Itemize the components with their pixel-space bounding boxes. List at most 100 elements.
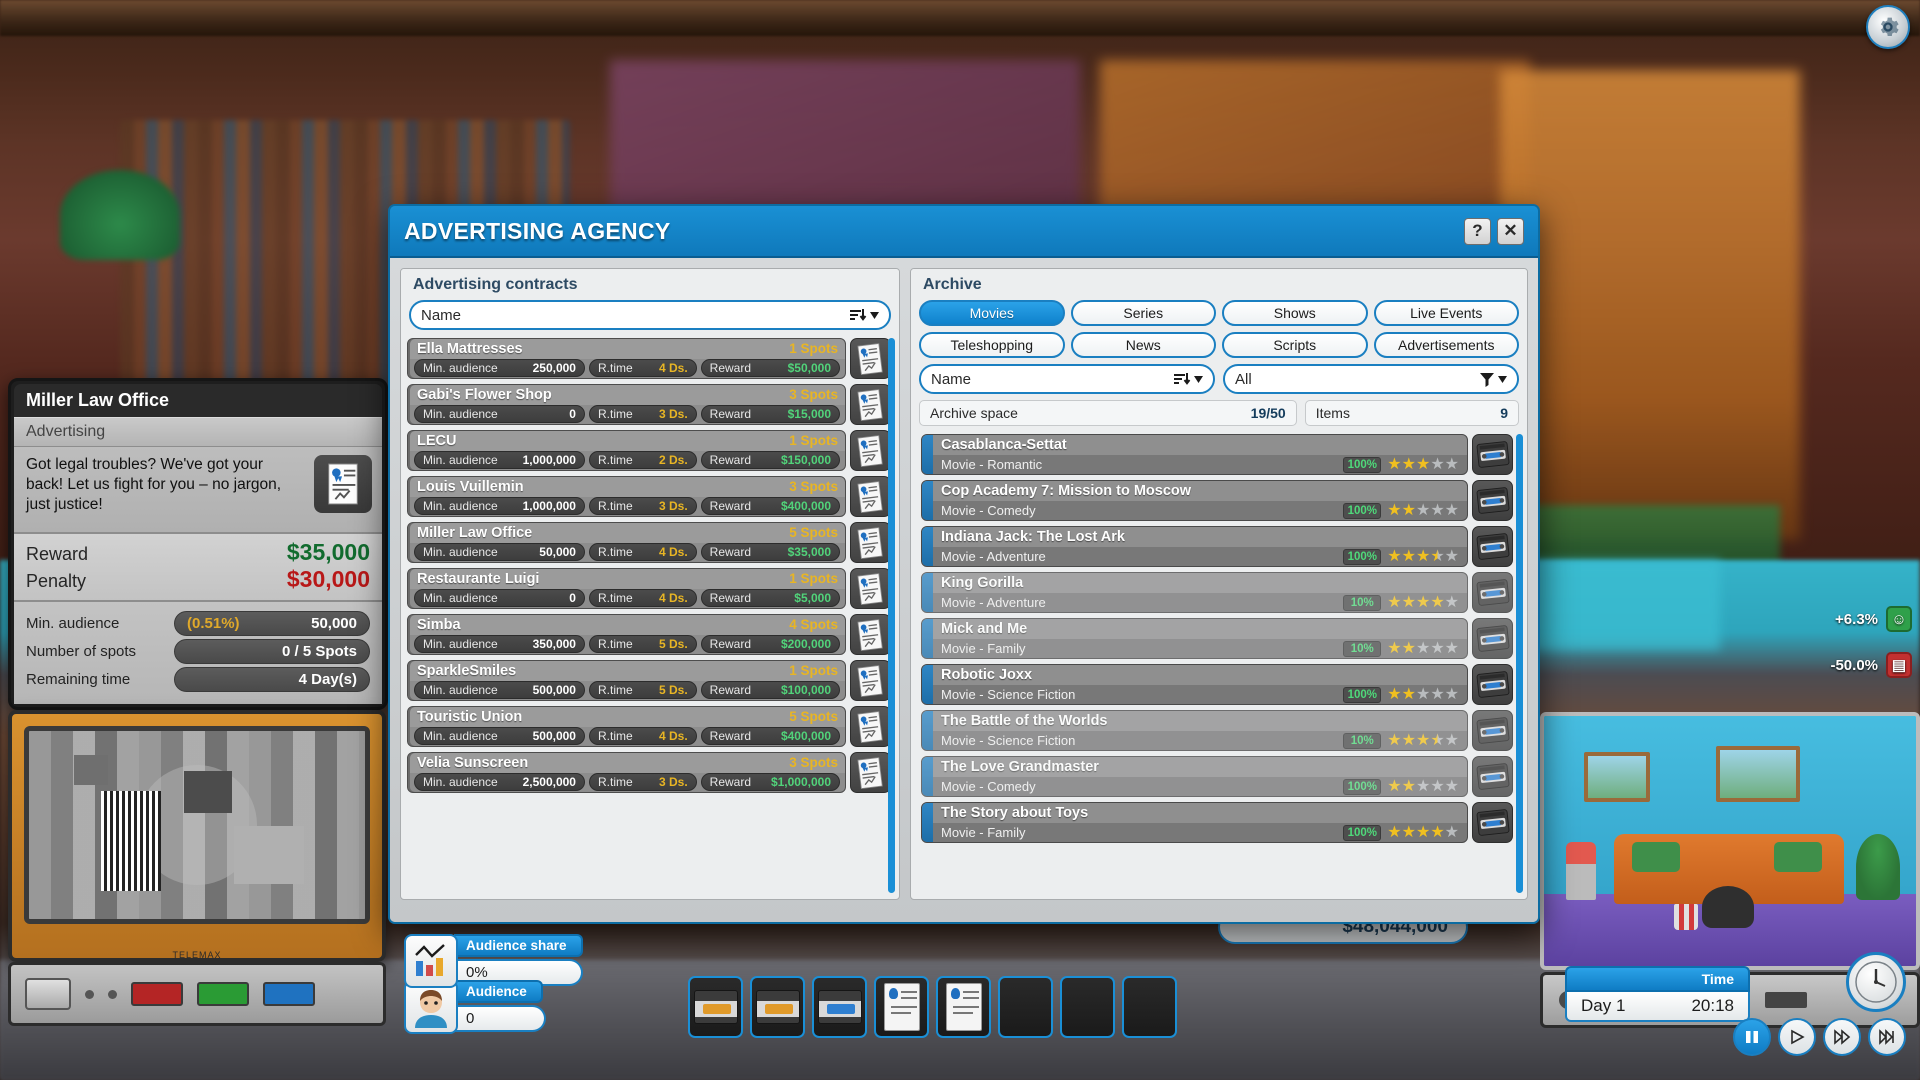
archive-row-main[interactable]: King Gorilla Movie - Adventure 10% ★ ★ ★ ★ ★ <box>921 572 1468 613</box>
archive-item-thumbnail[interactable] <box>1472 434 1513 475</box>
archive-category-advertisements[interactable]: Advertisements <box>1373 332 1519 358</box>
tv-green-button[interactable] <box>197 982 249 1006</box>
sort-descending-icon[interactable] <box>1174 372 1203 387</box>
archive-row[interactable]: Indiana Jack: The Lost Ark Movie - Adven… <box>921 526 1513 567</box>
archive-row-main[interactable]: Casablanca-Settat Movie - Romantic 100% … <box>921 434 1468 475</box>
contract-row[interactable]: Gabi's Flower Shop 3 Spots Min. audience… <box>407 384 891 425</box>
settings-gear-button[interactable] <box>1866 5 1910 49</box>
skip-button[interactable] <box>1868 1018 1906 1056</box>
contract-row[interactable]: Louis Vuillemin 3 Spots Min. audience 1,… <box>407 476 891 517</box>
contract-row-main[interactable]: Ella Mattresses 1 Spots Min. audience 25… <box>407 338 846 379</box>
slot-cassette-3[interactable] <box>812 976 867 1038</box>
archive-row[interactable]: Casablanca-Settat Movie - Romantic 100% … <box>921 434 1513 475</box>
contract-row-main[interactable]: LECU 1 Spots Min. audience 1,000,000 R.t… <box>407 430 846 471</box>
archive-category-scripts[interactable]: Scripts <box>1222 332 1368 358</box>
contract-row-main[interactable]: Restaurante Luigi 1 Spots Min. audience … <box>407 568 846 609</box>
archive-row-main[interactable]: The Battle of the Worlds Movie - Science… <box>921 710 1468 751</box>
archive-row[interactable]: King Gorilla Movie - Adventure 10% ★ ★ ★ ★ ★ <box>921 572 1513 613</box>
archive-row-main[interactable]: Indiana Jack: The Lost Ark Movie - Adven… <box>921 526 1468 567</box>
star-icon: ★ <box>1401 639 1416 657</box>
archive-category-news[interactable]: News <box>1070 332 1216 358</box>
contract-row-main[interactable]: Gabi's Flower Shop 3 Spots Min. audience… <box>407 384 846 425</box>
archive-row-main[interactable]: Mick and Me Movie - Family 10% ★ ★ ★ ★ ★ <box>921 618 1468 659</box>
archive-item-thumbnail[interactable] <box>1472 710 1513 751</box>
contract-row[interactable]: Miller Law Office 5 Spots Min. audience … <box>407 522 891 563</box>
slot-script-1[interactable] <box>874 976 929 1038</box>
contract-row-main[interactable]: Simba 4 Spots Min. audience 350,000 R.ti… <box>407 614 846 655</box>
archive-row[interactable]: Robotic Joxx Movie - Science Fiction 100… <box>921 664 1513 705</box>
archive-type-filter-dropdown[interactable]: All <box>1223 364 1519 394</box>
sort-descending-icon[interactable] <box>850 308 879 323</box>
contract-row[interactable]: Restaurante Luigi 1 Spots Min. audience … <box>407 568 891 609</box>
archive-category-teleshopping[interactable]: Teleshopping <box>919 332 1065 358</box>
contract-document-thumbnail[interactable] <box>850 476 891 517</box>
archive-item-thumbnail[interactable] <box>1472 756 1513 797</box>
archive-row[interactable]: Cop Academy 7: Mission to Moscow Movie -… <box>921 480 1513 521</box>
contract-document-thumbnail[interactable] <box>850 660 891 701</box>
archive-row-main[interactable]: The Love Grandmaster Movie - Comedy 100%… <box>921 756 1468 797</box>
contracts-scrollbar[interactable] <box>888 338 895 893</box>
archive-scrollbar-thumb[interactable] <box>1516 434 1523 893</box>
tv-display-knob[interactable] <box>25 978 71 1010</box>
contract-document-thumbnail[interactable] <box>850 752 891 793</box>
contract-row[interactable]: Velia Sunscreen 3 Spots Min. audience 2,… <box>407 752 891 793</box>
filter-funnel-icon[interactable] <box>1479 372 1507 387</box>
contract-document-thumbnail[interactable] <box>850 384 891 425</box>
archive-row[interactable]: The Battle of the Worlds Movie - Science… <box>921 710 1513 751</box>
contract-row-main[interactable]: Touristic Union 5 Spots Min. audience 50… <box>407 706 846 747</box>
contracts-list[interactable]: Ella Mattresses 1 Spots Min. audience 25… <box>405 336 895 895</box>
contract-document-thumbnail[interactable] <box>850 706 891 747</box>
contracts-scrollbar-thumb[interactable] <box>888 338 895 893</box>
archive-row-main[interactable]: The Story about Toys Movie - Family 100%… <box>921 802 1468 843</box>
contract-row-main[interactable]: Miller Law Office 5 Spots Min. audience … <box>407 522 846 563</box>
archive-row-main[interactable]: Cop Academy 7: Mission to Moscow Movie -… <box>921 480 1468 521</box>
archive-row[interactable]: The Story about Toys Movie - Family 100%… <box>921 802 1513 843</box>
contracts-sort-dropdown[interactable]: Name <box>409 300 891 330</box>
archive-category-series[interactable]: Series <box>1070 300 1216 326</box>
slot-script-2[interactable] <box>936 976 991 1038</box>
pause-button[interactable] <box>1733 1018 1771 1056</box>
archive-category-movies[interactable]: Movies <box>919 300 1065 326</box>
archive-list[interactable]: Casablanca-Settat Movie - Romantic 100% … <box>919 432 1523 895</box>
archive-row[interactable]: Mick and Me Movie - Family 10% ★ ★ ★ ★ ★ <box>921 618 1513 659</box>
contract-document-thumbnail[interactable] <box>850 568 891 609</box>
contract-document-thumbnail[interactable] <box>850 430 891 471</box>
tv-blue-button[interactable] <box>263 982 315 1006</box>
archive-item-thumbnail[interactable] <box>1472 572 1513 613</box>
archive-item-thumbnail[interactable] <box>1472 480 1513 521</box>
slot-cassette-2[interactable] <box>750 976 805 1038</box>
tv-pattern-block <box>234 826 304 884</box>
archive-item-thumbnail[interactable] <box>1472 618 1513 659</box>
archive-category-shows[interactable]: Shows <box>1222 300 1368 326</box>
contract-document-thumbnail[interactable] <box>850 338 891 379</box>
fast-forward-button[interactable] <box>1823 1018 1861 1056</box>
contract-row[interactable]: SparkleSmiles 1 Spots Min. audience 500,… <box>407 660 891 701</box>
contract-row-main[interactable]: SparkleSmiles 1 Spots Min. audience 500,… <box>407 660 846 701</box>
contract-row[interactable]: Simba 4 Spots Min. audience 350,000 R.ti… <box>407 614 891 655</box>
room-slot[interactable] <box>1765 992 1807 1008</box>
archive-row[interactable]: The Love Grandmaster Movie - Comedy 100%… <box>921 756 1513 797</box>
slot-cassette-1[interactable] <box>688 976 743 1038</box>
contract-row-main[interactable]: Velia Sunscreen 3 Spots Min. audience 2,… <box>407 752 846 793</box>
play-button[interactable] <box>1778 1018 1816 1056</box>
archive-sort-dropdown[interactable]: Name <box>919 364 1215 394</box>
slot-empty-2[interactable] <box>1060 976 1115 1038</box>
min-audience-value: 0 <box>569 407 576 421</box>
tv-red-button[interactable] <box>131 982 183 1006</box>
contract-document-thumbnail[interactable] <box>850 522 891 563</box>
contract-row[interactable]: Ella Mattresses 1 Spots Min. audience 25… <box>407 338 891 379</box>
archive-item-thumbnail[interactable] <box>1472 802 1513 843</box>
contract-row[interactable]: Touristic Union 5 Spots Min. audience 50… <box>407 706 891 747</box>
slot-empty-3[interactable] <box>1122 976 1177 1038</box>
archive-item-thumbnail[interactable] <box>1472 526 1513 567</box>
contract-row[interactable]: LECU 1 Spots Min. audience 1,000,000 R.t… <box>407 430 891 471</box>
archive-item-thumbnail[interactable] <box>1472 664 1513 705</box>
contract-row-main[interactable]: Louis Vuillemin 3 Spots Min. audience 1,… <box>407 476 846 517</box>
archive-category-live-events[interactable]: Live Events <box>1373 300 1519 326</box>
slot-empty-1[interactable] <box>998 976 1053 1038</box>
close-button[interactable]: ✕ <box>1497 217 1524 245</box>
archive-row-main[interactable]: Robotic Joxx Movie - Science Fiction 100… <box>921 664 1468 705</box>
archive-scrollbar[interactable] <box>1516 434 1523 893</box>
help-button[interactable]: ? <box>1464 217 1491 245</box>
contract-document-thumbnail[interactable] <box>850 614 891 655</box>
